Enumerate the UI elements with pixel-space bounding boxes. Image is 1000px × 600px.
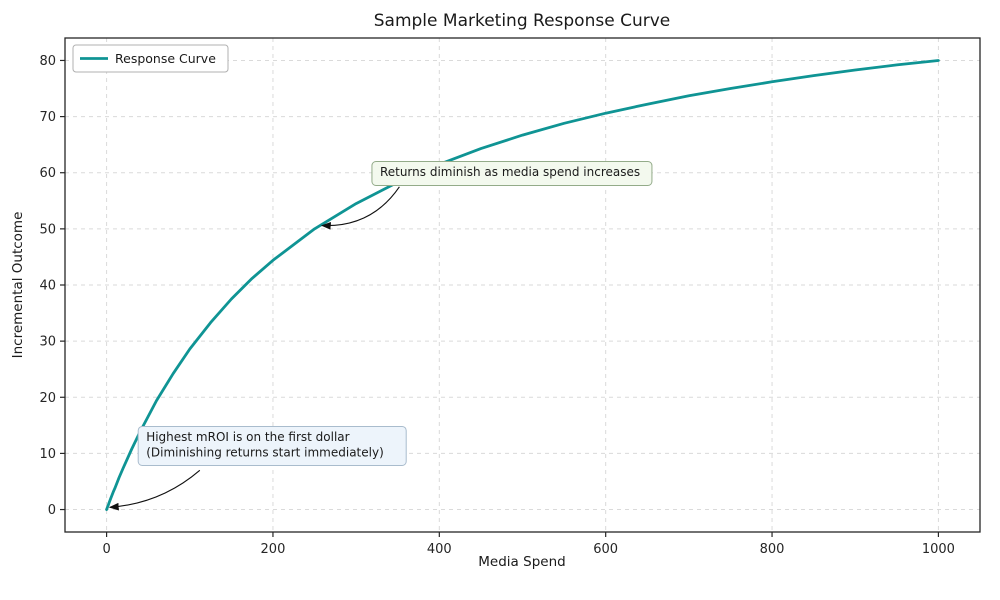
- annotation-box: [371, 161, 653, 186]
- y-tick-label: 20: [39, 391, 56, 406]
- x-tick-label: 1000: [922, 542, 955, 557]
- x-tick-label: 600: [593, 542, 618, 557]
- annotation-arrow: [320, 186, 400, 230]
- response-curve-line: [105, 59, 940, 511]
- x-tick-label: 0: [102, 542, 110, 557]
- legend-box: [72, 44, 229, 73]
- y-tick-label: 30: [39, 335, 56, 350]
- legend: Response Curve: [72, 44, 229, 73]
- annotations: Returns diminish as media spend increase…: [108, 161, 653, 511]
- y-axis-label: Incremental Outcome: [10, 212, 26, 359]
- annotation-arrow: [108, 469, 201, 511]
- y-tick-label: 10: [39, 447, 56, 462]
- annotation: Highest mROI is on the first dollar(Dimi…: [108, 425, 407, 511]
- y-tick-label: 0: [48, 503, 56, 518]
- x-tick-label: 800: [760, 542, 785, 557]
- x-tick-label: 400: [427, 542, 452, 557]
- legend-label: Response Curve: [115, 51, 216, 66]
- y-tick-label: 40: [39, 279, 56, 294]
- y-tick-label: 70: [39, 110, 56, 125]
- annotation-box: [137, 425, 407, 466]
- chart-title: Sample Marketing Response Curve: [374, 11, 670, 31]
- y-tick-label: 60: [39, 166, 56, 181]
- y-tick-label: 50: [39, 222, 56, 237]
- plot-series: [105, 59, 940, 511]
- annotation-text: (Diminishing returns start immediately): [146, 445, 384, 459]
- x-tick-label: 200: [261, 542, 286, 557]
- axis-ticks: 0 200 400 600 800 1000 0 10 20 30 40 50 60 70 80: [39, 54, 955, 557]
- annotation-text: Returns diminish as media spend increase…: [380, 165, 640, 179]
- annotation: Returns diminish as media spend increase…: [320, 161, 653, 230]
- x-axis-label: Media Spend: [478, 554, 565, 570]
- y-tick-label: 80: [39, 54, 56, 69]
- annotation-text: Highest mROI is on the first dollar: [146, 430, 349, 444]
